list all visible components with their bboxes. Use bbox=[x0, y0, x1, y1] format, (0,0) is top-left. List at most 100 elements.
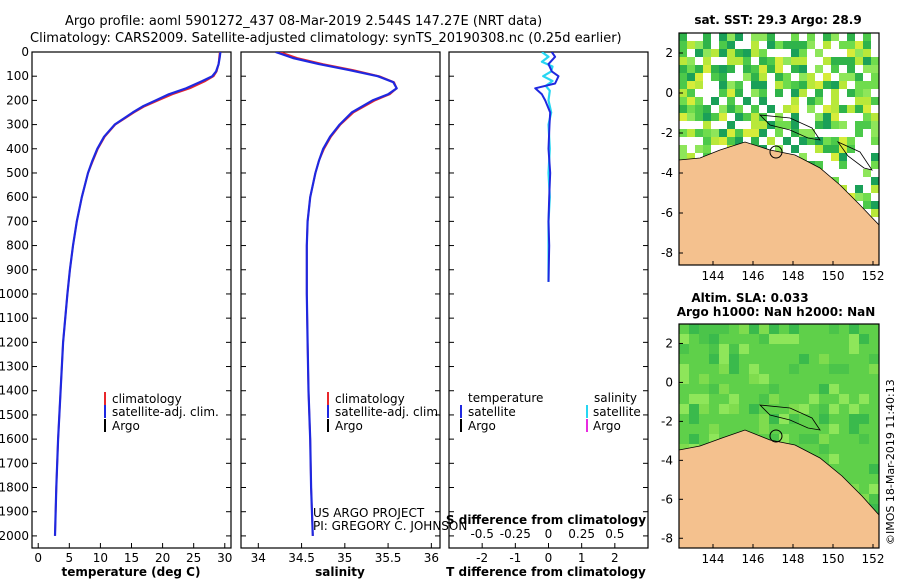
legend-label-s-satellite: satellite bbox=[593, 405, 641, 419]
sst-cell bbox=[751, 81, 759, 89]
lat-tick-label: -6 bbox=[661, 206, 673, 220]
sst-cell bbox=[735, 81, 743, 89]
sst-cell bbox=[855, 105, 863, 113]
sst-cell bbox=[847, 89, 855, 97]
x-tick-label: 34 bbox=[251, 551, 266, 565]
sst-cell bbox=[687, 129, 695, 137]
sst-cell bbox=[863, 169, 871, 177]
sst-cell bbox=[775, 81, 783, 89]
temperature-panel: 0100200300400500600700800900100011001200… bbox=[0, 45, 232, 579]
sla-cell bbox=[699, 414, 709, 424]
sla-cell bbox=[739, 344, 749, 354]
legend-title-temperature: temperature bbox=[468, 391, 543, 405]
sst-cell bbox=[759, 57, 767, 65]
sst-cell bbox=[831, 137, 839, 145]
sst-cell bbox=[863, 113, 871, 121]
sst-cell bbox=[679, 33, 687, 41]
lon-tick-label: 150 bbox=[822, 269, 845, 283]
sst-cell bbox=[679, 113, 687, 121]
sst-cell bbox=[695, 105, 703, 113]
sst-cell bbox=[815, 113, 823, 121]
sst-cell bbox=[807, 137, 815, 145]
sst-cell bbox=[687, 81, 695, 89]
legend-swatch-s-argo bbox=[586, 419, 588, 432]
sst-cell bbox=[719, 73, 727, 81]
sla-cell bbox=[799, 424, 809, 434]
sla-cell bbox=[709, 334, 719, 344]
x2-tick-label: 0.25 bbox=[568, 527, 595, 541]
y-tick-label: 1700 bbox=[0, 456, 29, 470]
sst-cell bbox=[735, 33, 743, 41]
sst-cell bbox=[799, 57, 807, 65]
sst-cell bbox=[831, 57, 839, 65]
sla-cell bbox=[709, 354, 719, 364]
sla-cell bbox=[729, 394, 739, 404]
sst-cell bbox=[687, 65, 695, 73]
legend-label-satellite: satellite-adj. clim. bbox=[112, 405, 219, 419]
sst-cell bbox=[743, 73, 751, 81]
sst-cell bbox=[799, 129, 807, 137]
sst-cell bbox=[831, 121, 839, 129]
sst-cell bbox=[759, 65, 767, 73]
new-guinea-land bbox=[679, 429, 879, 548]
sst-cell bbox=[703, 65, 711, 73]
legend-label-argo: Argo bbox=[112, 419, 140, 433]
sst-cell bbox=[719, 81, 727, 89]
header-line-1: Argo profile: aoml 5901272_437 08-Mar-20… bbox=[65, 14, 542, 29]
lon-tick-label: 152 bbox=[862, 552, 885, 566]
sla-cell bbox=[729, 384, 739, 394]
sla-cell bbox=[819, 434, 829, 444]
sla-cell bbox=[829, 364, 839, 374]
sla-cell bbox=[809, 434, 819, 444]
sst-cell bbox=[687, 113, 695, 121]
sst-cell bbox=[719, 41, 727, 49]
sst-cell bbox=[839, 137, 847, 145]
sst-cell bbox=[847, 65, 855, 73]
sst-cell bbox=[863, 65, 871, 73]
sst-map-lat-ticks: 2 0 -2 -4 -6 -8 bbox=[661, 46, 683, 260]
sst-cell bbox=[767, 57, 775, 65]
sst-cell bbox=[791, 81, 799, 89]
sla-cell bbox=[829, 424, 839, 434]
y-tick-label: 700 bbox=[6, 214, 29, 228]
sst-cell bbox=[831, 97, 839, 105]
sla-cell bbox=[829, 404, 839, 414]
sla-cell bbox=[859, 414, 869, 424]
sst-cell bbox=[711, 129, 719, 137]
sst-cell bbox=[823, 73, 831, 81]
sla-cell bbox=[779, 334, 789, 344]
sla-cell bbox=[709, 364, 719, 374]
sst-cell bbox=[727, 137, 735, 145]
sst-cell bbox=[783, 57, 791, 65]
sst-cell bbox=[847, 49, 855, 57]
sst-cell bbox=[807, 41, 815, 49]
sst-cell bbox=[727, 121, 735, 129]
sla-cell bbox=[699, 374, 709, 384]
sst-cell bbox=[759, 129, 767, 137]
sst-cell bbox=[727, 49, 735, 57]
sst-cell bbox=[751, 73, 759, 81]
sla-cell bbox=[789, 414, 799, 424]
sst-cell bbox=[791, 41, 799, 49]
t-difference-tick-labels: -2 -1 0 1 2 bbox=[476, 543, 619, 565]
sla-cell bbox=[789, 344, 799, 354]
lat-tick-label: 0 bbox=[665, 375, 673, 389]
sla-cell bbox=[849, 334, 859, 344]
sla-cell bbox=[789, 334, 799, 344]
sla-cell bbox=[789, 324, 799, 334]
sla-cell bbox=[809, 394, 819, 404]
sla-cell bbox=[689, 434, 699, 444]
legend-swatch-satellite bbox=[104, 405, 106, 418]
sst-cell bbox=[679, 145, 687, 153]
sst-cell bbox=[847, 33, 855, 41]
sst-cell bbox=[791, 49, 799, 57]
legend-swatch-argo bbox=[327, 419, 329, 432]
sla-cell bbox=[689, 404, 699, 414]
sst-cell bbox=[727, 81, 735, 89]
sla-cell bbox=[779, 424, 789, 434]
sst-cell bbox=[695, 129, 703, 137]
sst-cell bbox=[823, 33, 831, 41]
sst-cell bbox=[767, 33, 775, 41]
x-tick-label: 0 bbox=[34, 551, 42, 565]
